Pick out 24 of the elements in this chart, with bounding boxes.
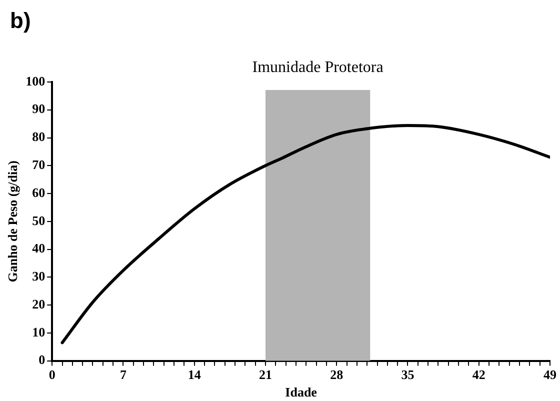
x-tick-label: 21 <box>258 366 272 382</box>
y-tick-label: 10 <box>32 324 46 340</box>
y-tick-label: 30 <box>32 268 46 284</box>
x-tick-label: 7 <box>120 366 127 382</box>
text: b) <box>10 8 31 34</box>
y-tick-label: 80 <box>32 129 46 144</box>
band-label: Imunidade Protetora <box>252 59 384 76</box>
x-axis-title: Idade <box>285 384 318 400</box>
line-series <box>60 124 550 344</box>
y-tick-label: 100 <box>26 73 46 88</box>
x-tick-label: 14 <box>188 366 202 382</box>
x-tick-label: 35 <box>401 366 415 382</box>
y-tick-label: 40 <box>32 240 46 256</box>
x-tick-label: 42 <box>472 366 486 382</box>
y-tick-label: 20 <box>32 296 46 312</box>
x-tick-label: 28 <box>330 366 344 382</box>
y-tick-label: 0 <box>38 352 46 368</box>
y-tick-label: 90 <box>32 101 46 116</box>
y-tick-label: 60 <box>32 184 46 200</box>
y-axis-title: Ganho de Peso (g/dia) <box>5 160 20 282</box>
x-tick-label: 49 <box>544 366 557 382</box>
y-tick-label: 50 <box>32 212 46 228</box>
y-tick-label: 70 <box>32 157 46 172</box>
x-tick-label: 0 <box>48 366 56 382</box>
